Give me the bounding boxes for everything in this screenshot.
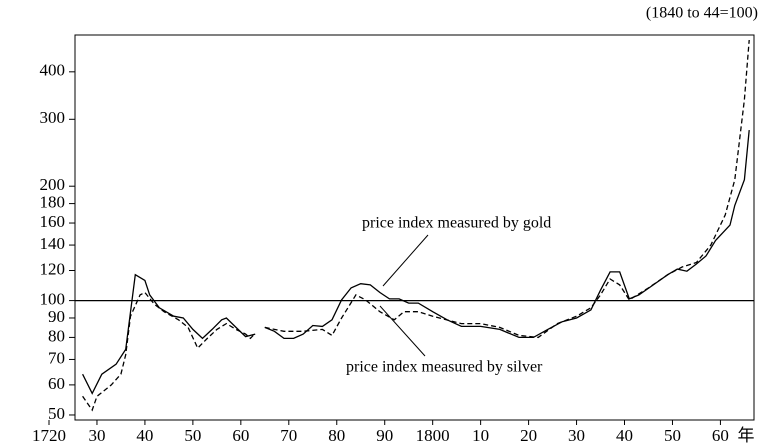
x-tick-label: 20 (520, 426, 537, 445)
gold-leader (382, 234, 429, 287)
plot-frame (74, 34, 755, 421)
x-tick-label: 70 (280, 426, 297, 445)
x-tick-label: 30 (568, 426, 585, 445)
y-tick-label: 80 (48, 326, 65, 345)
x-tick-label: 90 (376, 426, 393, 445)
x-tick-label: 60 (712, 426, 729, 445)
silver-leader (379, 305, 426, 357)
series-line (82, 39, 750, 412)
y-tick-label: 160 (40, 212, 66, 231)
gold-label: price index measured by gold (362, 215, 551, 232)
y-tick-label: 400 (40, 61, 66, 80)
y-tick-label: 50 (48, 404, 65, 423)
x-tick-label: 40 (136, 426, 153, 445)
x-axis-label: 年 (738, 426, 755, 445)
y-tick-label: 300 (40, 108, 66, 127)
y-tick-label: 120 (40, 259, 66, 278)
y-tick-label: 70 (48, 348, 65, 367)
x-tick-label: 30 (88, 426, 105, 445)
y-tick-label: 100 (40, 289, 66, 308)
x-tick-label: 60 (232, 426, 249, 445)
silver-label: price index measured by silver (346, 359, 543, 376)
x-tick-label: 50 (184, 426, 201, 445)
y-tick-label: 90 (48, 307, 65, 326)
y-tick-label: 140 (40, 234, 66, 253)
series-line (82, 130, 750, 395)
y-tick-label: 180 (40, 192, 66, 211)
y-tick-label: 60 (48, 374, 65, 393)
x-tick-label: 80 (328, 426, 345, 445)
x-tick-label: 1800 (416, 426, 450, 445)
subtitle: (1840 to 44=100) (646, 5, 758, 22)
y-tick-label: 200 (40, 175, 66, 194)
x-tick-label: 50 (664, 426, 681, 445)
x-tick-label: 40 (616, 426, 633, 445)
x-tick-label: 10 (472, 426, 489, 445)
x-tick-label: 1720 (32, 426, 66, 445)
